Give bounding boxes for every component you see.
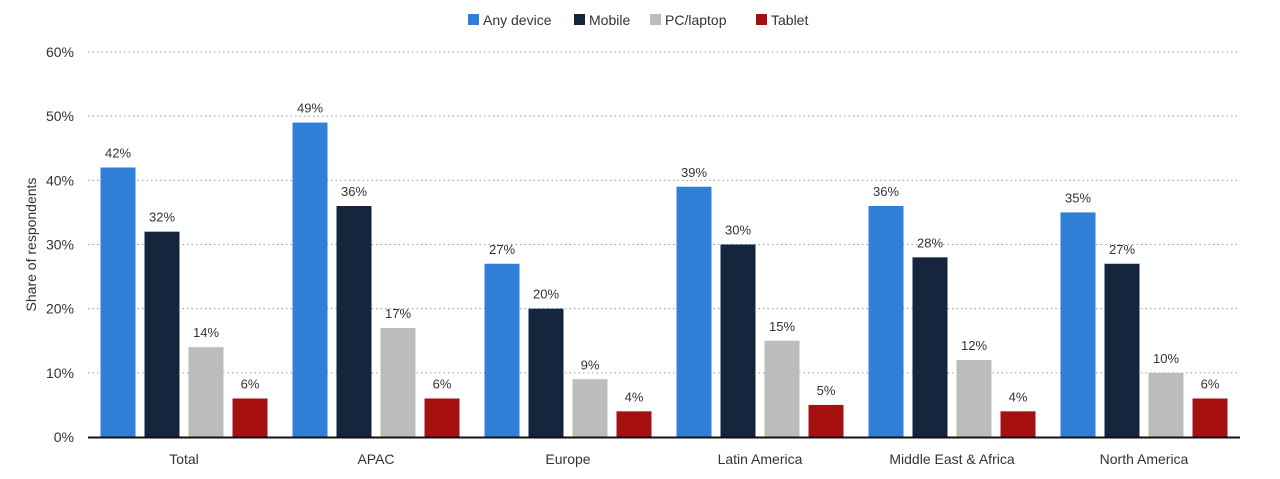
legend-item: PC/laptop (650, 12, 727, 28)
bar (292, 122, 328, 437)
data-label: 27% (489, 242, 515, 257)
data-label: 17% (385, 306, 411, 321)
legend-swatch (468, 14, 479, 25)
legend-label: Any device (483, 12, 552, 28)
bar (424, 398, 460, 437)
legend-swatch (650, 14, 661, 25)
bar (808, 404, 844, 437)
data-label: 27% (1109, 242, 1135, 257)
x-tick-label: North America (1100, 451, 1189, 467)
y-axis-label: Share of respondents (23, 178, 39, 312)
bar (912, 257, 948, 437)
data-label: 10% (1153, 351, 1179, 366)
x-tick-label: Total (169, 451, 199, 467)
data-label: 30% (725, 223, 751, 238)
x-tick-label: Europe (545, 451, 590, 467)
bar (720, 244, 756, 437)
legend-item: Any device (468, 12, 552, 28)
y-tick-label: 20% (46, 301, 74, 317)
data-label: 42% (105, 146, 131, 161)
y-axis-ticks: 0% 10% 20% 30% 40% 50% 60% (46, 44, 74, 445)
legend-swatch (574, 14, 585, 25)
data-label: 39% (681, 165, 707, 180)
data-label: 4% (1009, 389, 1028, 404)
bar (1060, 212, 1096, 437)
y-tick-label: 0% (54, 429, 74, 445)
legend-item: Mobile (574, 12, 630, 28)
gridlines (88, 51, 1240, 374)
data-labels: 42% 32% 14% 6% 49% 36% 17% 6% 27% 20% 9% 4% 39% 30% 15… (105, 101, 1220, 405)
data-label: 14% (193, 325, 219, 340)
data-label: 15% (769, 319, 795, 334)
bar (1104, 263, 1140, 437)
bar (484, 263, 520, 437)
data-label: 6% (1201, 377, 1220, 392)
bar (528, 308, 564, 437)
bar (676, 186, 712, 437)
data-label: 9% (581, 357, 600, 372)
legend-label: Mobile (589, 12, 630, 28)
data-label: 36% (341, 184, 367, 199)
legend-label: PC/laptop (665, 12, 727, 28)
bar (572, 379, 608, 437)
bar (616, 411, 652, 437)
y-tick-label: 50% (46, 108, 74, 124)
data-label: 49% (297, 101, 323, 116)
bar (188, 347, 224, 437)
x-tick-label: APAC (357, 451, 394, 467)
data-label: 36% (873, 184, 899, 199)
data-label: 5% (817, 383, 836, 398)
bar (764, 340, 800, 437)
bar (1192, 398, 1228, 437)
bars (100, 122, 1228, 437)
data-label: 6% (241, 377, 260, 392)
y-tick-label: 60% (46, 44, 74, 60)
y-tick-label: 10% (46, 365, 74, 381)
bar (868, 206, 904, 437)
data-label: 6% (433, 377, 452, 392)
y-tick-label: 30% (46, 237, 74, 253)
data-label: 12% (961, 338, 987, 353)
bar (144, 231, 180, 437)
bar (100, 167, 136, 437)
bar (1000, 411, 1036, 437)
x-tick-label: Latin America (718, 451, 803, 467)
data-label: 4% (625, 389, 644, 404)
bar (1148, 372, 1184, 437)
legend-swatch (756, 14, 767, 25)
data-label: 35% (1065, 190, 1091, 205)
data-label: 32% (149, 210, 175, 225)
bar (956, 360, 992, 437)
legend-item: Tablet (756, 12, 808, 28)
bar (336, 206, 372, 437)
y-tick-label: 40% (46, 172, 74, 188)
x-axis-categories: Total APAC Europe Latin America Middle East … (169, 451, 1188, 467)
bar (380, 327, 416, 437)
bar (232, 398, 268, 437)
legend-label: Tablet (771, 12, 808, 28)
legend: Any device Mobile PC/laptop Tablet (468, 12, 808, 28)
data-label: 20% (533, 287, 559, 302)
data-label: 28% (917, 235, 943, 250)
x-tick-label: Middle East & Africa (889, 451, 1014, 467)
